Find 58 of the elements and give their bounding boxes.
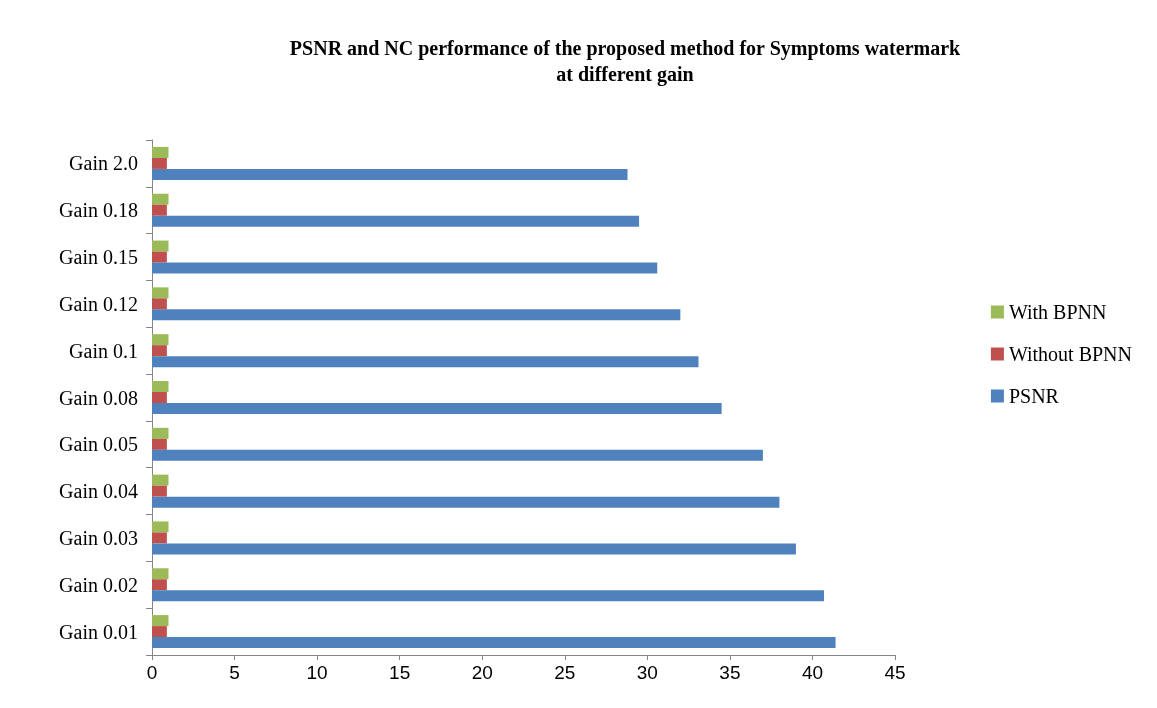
bar [152, 532, 167, 544]
y-tick-label: Gain 2.0 [69, 152, 138, 175]
bar [152, 240, 169, 252]
bar [152, 403, 722, 414]
bar [152, 568, 169, 580]
x-tick-label: 30 [636, 662, 658, 683]
y-tick-label: Gain 0.08 [59, 386, 138, 409]
y-tick-label: Gain 0.02 [59, 573, 138, 596]
bar [152, 579, 167, 591]
y-tick-label: Gain 0.05 [59, 433, 138, 456]
bar [152, 193, 169, 205]
bar [152, 309, 681, 321]
bar [152, 334, 169, 346]
bar [152, 485, 167, 497]
x-tick-label: 15 [389, 662, 411, 683]
legend-label: Without BPNN [1008, 343, 1133, 365]
bar [152, 543, 796, 555]
x-tick-label: 40 [801, 662, 824, 683]
y-tick-label: Gain 0.12 [59, 292, 138, 315]
x-tick-label: 5 [229, 662, 240, 683]
bar [152, 262, 658, 274]
legend-label: With BPNN [1008, 301, 1107, 323]
bar [152, 392, 167, 403]
chart-title: PSNR and NC performance of the proposed method for Symptoms watermark at different gain [289, 37, 962, 86]
bar [152, 626, 167, 638]
bar [152, 521, 169, 533]
bar [152, 496, 780, 508]
legend-label: PSNR [1008, 385, 1060, 407]
bar [152, 438, 167, 450]
bar [152, 251, 167, 263]
x-tick-label: 20 [471, 662, 493, 683]
bar [152, 474, 169, 486]
bar [152, 157, 167, 169]
bar [152, 590, 824, 602]
bar [152, 356, 699, 368]
y-tick-label: Gain 0.03 [59, 526, 138, 549]
x-tick-label: 25 [554, 662, 576, 683]
y-tick-label: Gain 0.04 [59, 480, 138, 503]
bar [152, 427, 169, 439]
y-tick-label: Gain 0.18 [59, 199, 138, 222]
bar [152, 204, 167, 216]
bar [152, 146, 169, 158]
y-tick-label: Gain 0.15 [59, 246, 138, 269]
y-tick-label: Gain 0.1 [69, 339, 138, 362]
y-tick-label: Gain 0.01 [59, 620, 138, 643]
bar [152, 168, 628, 180]
bar [152, 449, 763, 461]
bar [152, 287, 169, 299]
x-tick-label: 35 [719, 662, 741, 683]
bar [152, 615, 169, 627]
x-tick-label: 10 [306, 662, 328, 683]
bar [152, 345, 167, 357]
bar [152, 298, 167, 310]
x-tick-label: 0 [146, 662, 158, 683]
bar [152, 381, 169, 392]
bar [152, 637, 836, 649]
x-tick-label: 45 [884, 662, 906, 683]
bar [152, 215, 640, 227]
